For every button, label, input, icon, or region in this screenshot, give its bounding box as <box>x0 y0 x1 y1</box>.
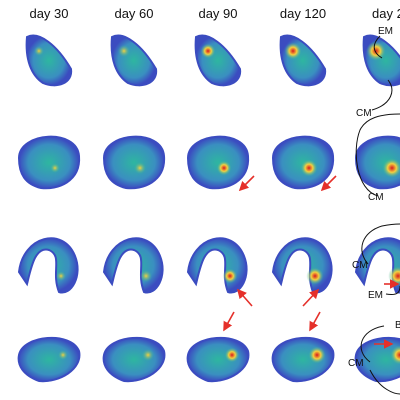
density-hotspot <box>139 269 153 283</box>
density-hotspot <box>284 42 302 60</box>
density-blob <box>25 34 73 87</box>
density-hotspot <box>390 345 400 365</box>
red-arrow-row4-day90 <box>223 311 235 332</box>
density-panel-r2-c3 <box>186 135 250 190</box>
density-hotspot <box>300 159 318 177</box>
density-blob <box>194 34 242 87</box>
density-blob <box>186 237 248 294</box>
density-panel-r4-c3 <box>186 337 250 383</box>
density-hotspot <box>388 266 400 286</box>
red-arrow-row2-day90 <box>238 175 255 192</box>
label-cm-row2: CM <box>368 192 384 203</box>
density-panel-r3-c2 <box>102 237 164 294</box>
column-title-day-120: day 120 <box>280 6 326 21</box>
red-arrow-row4-day120 <box>309 311 321 332</box>
bracket-cm-row3 <box>361 223 400 265</box>
label-em-row3: EM <box>368 290 383 301</box>
density-panel-r4-c4 <box>271 337 335 383</box>
column-title-day-90: day 90 <box>198 6 237 21</box>
density-blob <box>186 135 250 190</box>
density-panel-r1-c1 <box>25 34 73 87</box>
density-hotspot <box>306 267 324 285</box>
density-hotspot <box>58 350 68 360</box>
density-blob <box>102 337 166 383</box>
density-blob <box>17 135 81 190</box>
label-b-row4: B <box>395 320 400 331</box>
label-em-row1: EM <box>378 26 393 37</box>
bracket-em-row1 <box>373 35 383 59</box>
density-hotspot <box>56 271 66 281</box>
column-title-day-60: day 60 <box>114 6 153 21</box>
density-blob <box>271 337 335 383</box>
density-panel-r1-c3 <box>194 34 242 87</box>
label-cm-row3: CM <box>352 260 368 271</box>
label-cm-row1: CM <box>356 108 372 119</box>
density-hotspot <box>308 346 326 364</box>
density-hotspot <box>117 44 131 58</box>
density-panel-r3-c4 <box>271 237 333 294</box>
density-panel-r3-c1 <box>17 237 79 294</box>
red-arrow-row3-day90 <box>236 288 253 307</box>
density-blob <box>102 135 166 190</box>
density-panel-r3-c3 <box>186 237 248 294</box>
density-blob <box>354 237 400 294</box>
bracket-cm-row2 <box>355 113 400 197</box>
density-hotspot <box>141 348 155 362</box>
red-arrow-row3-day120 <box>302 288 320 307</box>
density-panel-r1-c2 <box>110 34 158 87</box>
density-panel-r4-c1 <box>17 337 81 383</box>
density-panel-grid <box>17 34 400 383</box>
density-hotspot <box>216 160 232 176</box>
red-arrow-group <box>223 175 400 349</box>
label-cm-row4: CM <box>348 358 364 369</box>
density-panel-r4-c2 <box>102 337 166 383</box>
density-hotspot <box>366 41 386 61</box>
bracket-cm-row4-lower <box>369 369 400 395</box>
density-panel-r1-c5 <box>362 34 400 87</box>
density-blob <box>17 337 81 383</box>
density-blob <box>110 34 158 87</box>
density-hotspot <box>133 161 147 175</box>
density-blob <box>271 237 333 294</box>
bracket-cm-row4 <box>360 325 385 363</box>
density-blob <box>17 237 79 294</box>
density-panel-r2-c5 <box>354 135 400 190</box>
density-hotspot <box>50 163 60 173</box>
density-blob <box>362 34 400 87</box>
column-title-day-30: day 30 <box>29 6 68 21</box>
bracket-cm-row1 <box>371 79 393 111</box>
annotation-layer: EM CM CM CM EM B CM <box>348 26 400 395</box>
red-arrow-row2-day120 <box>320 175 337 192</box>
density-blob <box>102 237 164 294</box>
density-hotspot <box>200 43 216 59</box>
density-hotspot <box>224 347 240 363</box>
column-title-day-2-partial: day 2 <box>372 6 400 21</box>
density-hotspot <box>382 158 400 178</box>
density-panel-r2-c1 <box>17 135 81 190</box>
density-hotspot <box>34 46 44 56</box>
density-hotspot <box>222 268 238 284</box>
density-blob <box>186 337 250 383</box>
density-panel-r2-c2 <box>102 135 166 190</box>
density-panel-r1-c4 <box>279 34 327 87</box>
density-panel-r2-c4 <box>271 135 335 190</box>
density-blob <box>279 34 327 87</box>
